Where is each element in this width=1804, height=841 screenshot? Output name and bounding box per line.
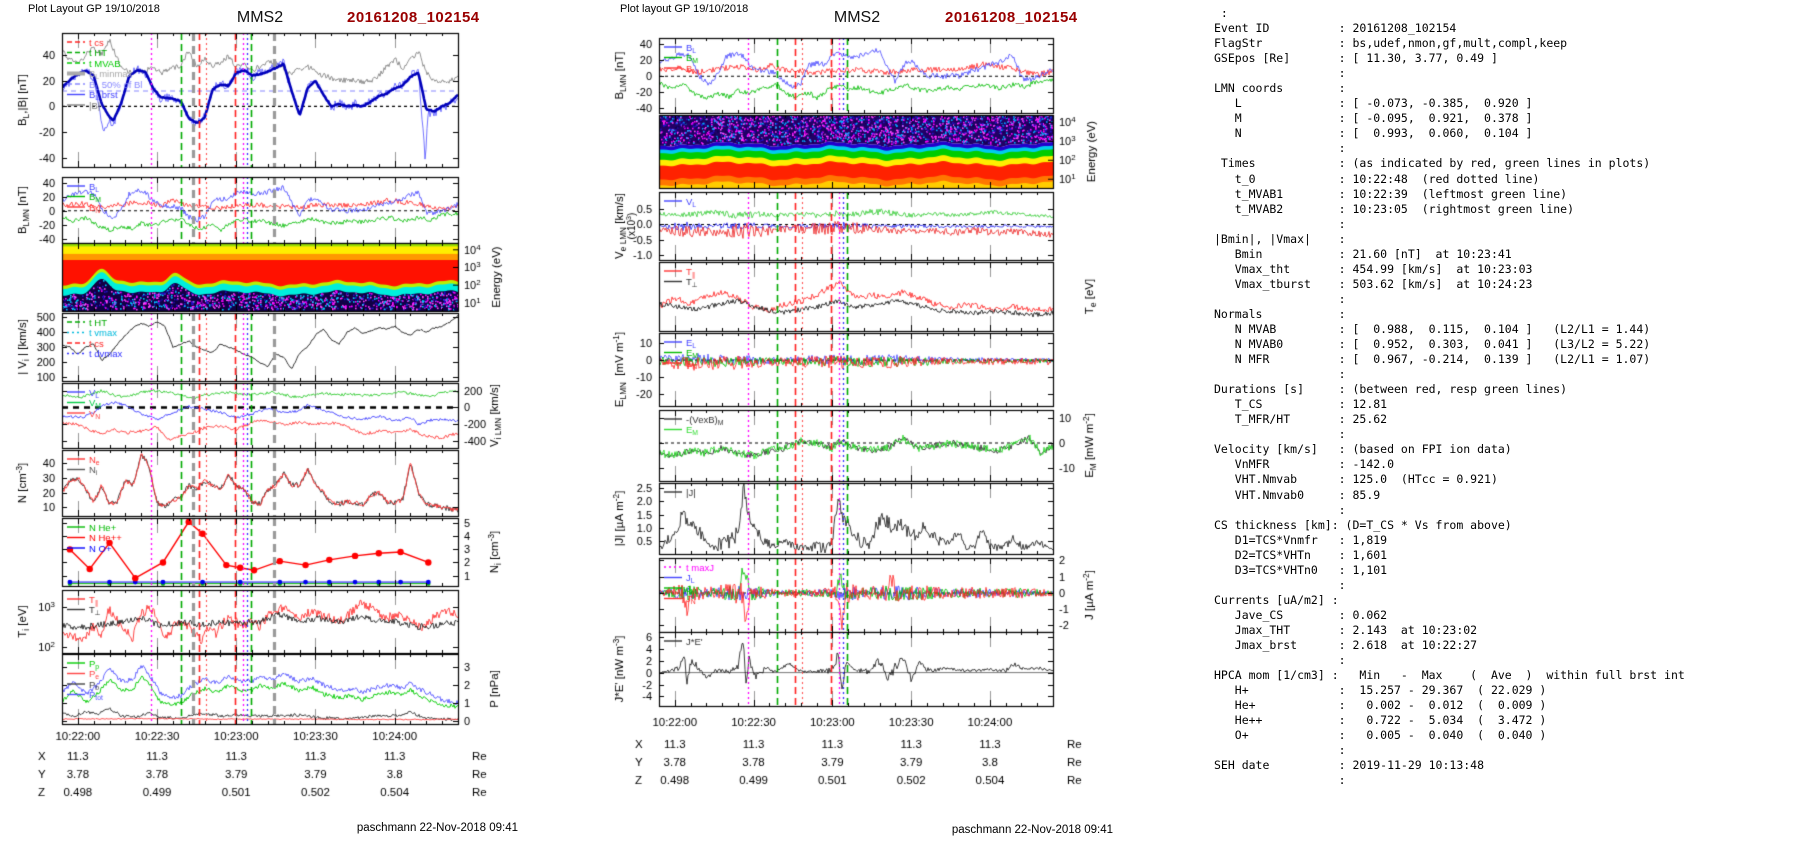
info-line: VHT.Nmvab0 : 85.9 xyxy=(1214,487,1381,502)
info-line: Jmax_THT : 2.143 at 10:23:02 xyxy=(1214,622,1478,637)
info-line: : xyxy=(1214,653,1346,668)
info-line: : xyxy=(1214,141,1346,156)
info-line: : xyxy=(1214,743,1346,758)
info-line: : xyxy=(1214,367,1346,382)
info-line: FlagStr : bs,udef,nmon,gf,mult,compl,kee… xyxy=(1214,36,1568,51)
info-line: VHT.Nmvab : 125.0 (HTcc = 0.921) xyxy=(1214,472,1498,487)
info-line: He++ : 0.722 - 5.034 ( 3.472 ) xyxy=(1214,713,1547,728)
info-line: O+ : 0.005 - 0.040 ( 0.040 ) xyxy=(1214,728,1547,743)
info-line: : xyxy=(1214,427,1346,442)
info-line: SEH date : 2019-11-29 10:13:48 xyxy=(1214,758,1485,773)
info-line: : xyxy=(1214,216,1346,231)
info-panel: : Event ID : 20161208_102154 FlagStr : bs,… xyxy=(1214,6,1685,788)
info-line: Velocity [km/s] : (based on FPI ion data… xyxy=(1214,442,1512,457)
info-line: T_CS : 12.81 xyxy=(1214,397,1388,412)
info-line: Jmax_brst : 2.618 at 10:22:27 xyxy=(1214,637,1478,652)
info-line: Vmax_tburst : 503.62 [km/s] at 10:24:23 xyxy=(1214,276,1533,291)
info-line: : xyxy=(1214,66,1346,81)
info-line: L : [ -0.073, -0.385, 0.920 ] xyxy=(1214,96,1533,111)
info-line: VnMFR : -142.0 xyxy=(1214,457,1395,472)
info-line: D2=TCS*VHTn : 1,601 xyxy=(1214,547,1388,562)
left-figure-canvas xyxy=(0,0,580,841)
middle-credit: paschmann 22-Nov-2018 09:41 xyxy=(951,824,1113,836)
info-line: Normals : xyxy=(1214,306,1346,321)
info-line: Times : (as indicated by red, green line… xyxy=(1214,156,1651,171)
info-line: t_MVAB1 : 10:22:39 (leftmost green line) xyxy=(1214,186,1568,201)
info-line: Currents [uA/m2] : xyxy=(1214,592,1339,607)
info-line: : xyxy=(1214,291,1346,306)
info-line: H+ : 15.257 - 29.367 ( 22.029 ) xyxy=(1214,683,1547,698)
info-line: : xyxy=(1214,502,1346,517)
info-line: D3=TCS*VHTn0 : 1,101 xyxy=(1214,562,1388,577)
info-line: T_MFR/HT : 25.62 xyxy=(1214,412,1388,427)
info-line: Event ID : 20161208_102154 xyxy=(1214,21,1457,36)
info-line: : xyxy=(1214,773,1346,788)
info-line: GSEpos [Re] : [ 11.30, 3.77, 0.49 ] xyxy=(1214,51,1498,66)
info-line: Vmax_tht : 454.99 [km/s] at 10:23:03 xyxy=(1214,261,1533,276)
info-line: D1=TCS*Vnmfr : 1,819 xyxy=(1214,532,1388,547)
middle-figure-canvas xyxy=(580,0,1160,841)
info-line: M : [ -0.095, 0.921, 0.378 ] xyxy=(1214,111,1533,126)
info-line: Bmin : 21.60 [nT] at 10:23:41 xyxy=(1214,246,1512,261)
info-line: |Bmin|, |Vmax| : xyxy=(1214,231,1346,246)
info-line: t_MVAB2 : 10:23:05 (rightmost green line… xyxy=(1214,201,1575,216)
info-line: : xyxy=(1214,577,1346,592)
info-line: He+ : 0.002 - 0.012 ( 0.009 ) xyxy=(1214,698,1547,713)
info-line: Durations [s] : (between red, resp green… xyxy=(1214,382,1568,397)
info-line: N MVAB : [ 0.988, 0.115, 0.104 ] (L2/L1 … xyxy=(1214,321,1651,336)
info-line: t_0 : 10:22:48 (red dotted line) xyxy=(1214,171,1540,186)
info-line: HPCA mom [1/cm3] : Min - Max ( Ave ) wit… xyxy=(1214,668,1685,683)
info-line: N MFR : [ 0.967, -0.214, 0.139 ] (L2/L1 … xyxy=(1214,352,1651,367)
info-line: : xyxy=(1214,6,1228,20)
left-credit: paschmann 22-Nov-2018 09:41 xyxy=(356,822,518,834)
info-line: Jave_CS : 0.062 xyxy=(1214,607,1388,622)
info-line: CS thickness [km]: (D=T_CS * Vs from abo… xyxy=(1214,517,1512,532)
info-line: N : [ 0.993, 0.060, 0.104 ] xyxy=(1214,126,1533,141)
info-line: N MVAB0 : [ 0.952, 0.303, 0.041 ] (L3/L2… xyxy=(1214,337,1651,352)
info-line: LMN coords : xyxy=(1214,81,1346,96)
